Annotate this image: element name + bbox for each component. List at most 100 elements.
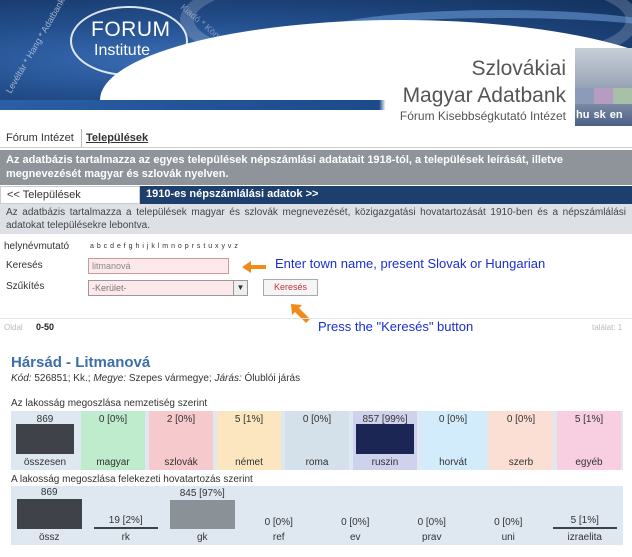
religion-value: 0 [0%] bbox=[494, 517, 523, 528]
index-label: helynévmutató bbox=[4, 241, 70, 252]
logo-subtext[interactable]: Institute bbox=[94, 42, 151, 59]
info-banner: Az adatbázis tartalmazza az egyes telepü… bbox=[0, 150, 632, 185]
religion-cell: 869 össz bbox=[13, 486, 86, 545]
nationality-name: szlovák bbox=[164, 457, 198, 468]
description-text: Az adatbázis tartalmazza a települések m… bbox=[0, 204, 632, 234]
logo-text[interactable]: FORUM bbox=[91, 18, 171, 41]
nationality-name: magyar bbox=[96, 457, 130, 468]
religion-name: ev bbox=[349, 532, 361, 543]
nationality-value: 2 [0%] bbox=[166, 414, 196, 425]
nationality-name: egyéb bbox=[575, 457, 603, 468]
county-value: Szepes vármegye; bbox=[128, 373, 212, 384]
search-label: Keresés bbox=[6, 260, 43, 271]
site-header: Levéltár * Hang * Adatbank * Kiadó * Kön… bbox=[0, 0, 632, 128]
nationality-cell: 0 [0%] szerb bbox=[489, 411, 553, 470]
religion-value: 19 [2%] bbox=[108, 515, 143, 526]
religion-name: prav bbox=[422, 532, 442, 543]
county-label: Megye: bbox=[93, 373, 127, 384]
site-title-line2: Magyar Adatbank bbox=[402, 84, 566, 107]
nationality-value: 857 [99%] bbox=[362, 414, 408, 425]
nationality-cell: 5 [1%] német bbox=[217, 411, 281, 470]
religion-name: össz bbox=[38, 532, 60, 543]
filter-label: Szűkítés bbox=[6, 281, 45, 292]
religion-value: 845 [97%] bbox=[179, 488, 225, 499]
nationality-cell: 0 [0%] roma bbox=[285, 411, 349, 470]
nationality-cell: 869 összesen bbox=[13, 411, 77, 470]
pager: Oldal 0-50 találat: 1 bbox=[0, 318, 632, 334]
religion-cell: 5 [1%] izraelita bbox=[549, 486, 622, 545]
nav-item-telepulesek[interactable]: Települések bbox=[86, 132, 149, 144]
results-count: találat: 1 bbox=[592, 323, 623, 332]
town-title[interactable]: Hársád - Litmanová bbox=[11, 354, 151, 371]
logo-ring[interactable] bbox=[70, 6, 188, 76]
header-band bbox=[0, 100, 632, 110]
religion-cell: 0 [0%] ref bbox=[243, 486, 316, 545]
nationality-value: 0 [0%] bbox=[438, 414, 468, 425]
nationality-value: 5 [1%] bbox=[574, 414, 604, 425]
religion-cell: 845 [97%] gk bbox=[166, 486, 239, 545]
language-flag-bars bbox=[575, 88, 632, 104]
language-box bbox=[575, 48, 632, 126]
religion-bar bbox=[552, 527, 617, 529]
religion-name: ref bbox=[272, 532, 285, 543]
nationality-name: szerb bbox=[508, 457, 534, 468]
religion-cell: 0 [0%] ev bbox=[319, 486, 392, 545]
nav-item-forum[interactable]: Fórum Intézet bbox=[6, 132, 74, 144]
language-switcher[interactable]: hu sk en bbox=[576, 109, 623, 121]
religion-name: uni bbox=[501, 532, 515, 543]
annotation-press-button: Press the "Keresés" button bbox=[318, 319, 474, 334]
nationality-bar bbox=[16, 424, 74, 454]
town-meta: Kód: 526851; Kk.; Megye: Szepes vármegye… bbox=[11, 373, 300, 384]
alphabet-index[interactable]: a b c d e f g h i j k l m n o p r s t u … bbox=[90, 243, 239, 250]
religion-value: 0 [0%] bbox=[264, 517, 293, 528]
nationality-bar bbox=[356, 424, 414, 454]
sub-navigation: << Települések 1910-es népszámlálási ada… bbox=[0, 186, 632, 204]
religion-panel: 869 össz 19 [2%] rk 845 [97%] gk 0 [0%] ref 0 [0… bbox=[11, 486, 623, 545]
nationality-name: német bbox=[235, 457, 263, 468]
nationality-value: 0 [0%] bbox=[302, 414, 332, 425]
religion-value: 869 bbox=[40, 487, 58, 498]
nationality-cell: 2 [0%] szlovák bbox=[149, 411, 213, 470]
site-title: Szlovákiai bbox=[471, 57, 566, 80]
nationality-name: horvát bbox=[439, 457, 467, 468]
site-subtitle: Fórum Kisebbségkutató Intézet bbox=[399, 109, 566, 123]
nationality-value: 5 [1%] bbox=[234, 414, 264, 425]
back-link[interactable]: << Települések bbox=[0, 186, 140, 204]
nationality-value: 869 bbox=[36, 414, 54, 425]
religion-bar bbox=[17, 499, 82, 529]
code-value: 526851; bbox=[34, 373, 71, 384]
nationality-value: 0 [0%] bbox=[506, 414, 536, 425]
religion-cell: 19 [2%] rk bbox=[90, 486, 163, 545]
nationality-cell: 0 [0%] horvát bbox=[421, 411, 485, 470]
pager-range[interactable]: 0-50 bbox=[36, 322, 55, 332]
search-button[interactable]: Keresés bbox=[263, 279, 318, 296]
chevron-down-icon[interactable]: ▼ bbox=[233, 281, 247, 295]
nationality-name: ruszin bbox=[371, 457, 399, 468]
religion-bar bbox=[170, 500, 235, 529]
religion-cell: 0 [0%] prav bbox=[396, 486, 469, 545]
kk-label: Kk.; bbox=[73, 373, 91, 384]
religion-cell: 0 [0%] uni bbox=[472, 486, 545, 545]
nationality-value: 0 [0%] bbox=[98, 414, 128, 425]
religion-bar bbox=[93, 527, 158, 529]
district-select[interactable]: -Kerület- ▼ bbox=[88, 280, 248, 296]
nationality-cell: 5 [1%] egyéb bbox=[557, 411, 621, 470]
religion-name: gk bbox=[196, 532, 208, 543]
main-nav: Fórum Intézet Települések bbox=[0, 128, 632, 148]
nav-divider bbox=[81, 129, 82, 147]
nationality-panel: 869 összesen 0 [0%] magyar 2 [0%] szlovák 5 [1… bbox=[11, 411, 623, 470]
nationality-name: összesen bbox=[23, 457, 67, 468]
religion-value: 0 [0%] bbox=[341, 517, 370, 528]
nationality-cell: 857 [99%] ruszin bbox=[353, 411, 417, 470]
annotation-enter-town: Enter town name, present Slovak or Hunga… bbox=[275, 256, 546, 271]
code-label: Kód: bbox=[11, 373, 32, 384]
current-section[interactable]: 1910-es népszámlálási adatok >> bbox=[146, 188, 319, 200]
nationality-cell: 0 [0%] magyar bbox=[81, 411, 145, 470]
district-value: Ólublói járás bbox=[244, 373, 301, 384]
search-input[interactable] bbox=[88, 258, 229, 274]
header-swirl bbox=[300, 10, 632, 70]
arrow-left-icon bbox=[242, 261, 266, 273]
nationality-title: Az lakosság megoszlása nemzetiség szerin… bbox=[11, 398, 208, 409]
district-select-value: -Kerület- bbox=[92, 283, 127, 293]
religion-title: A lakosság megoszlása felekezeti hovatar… bbox=[11, 474, 253, 485]
